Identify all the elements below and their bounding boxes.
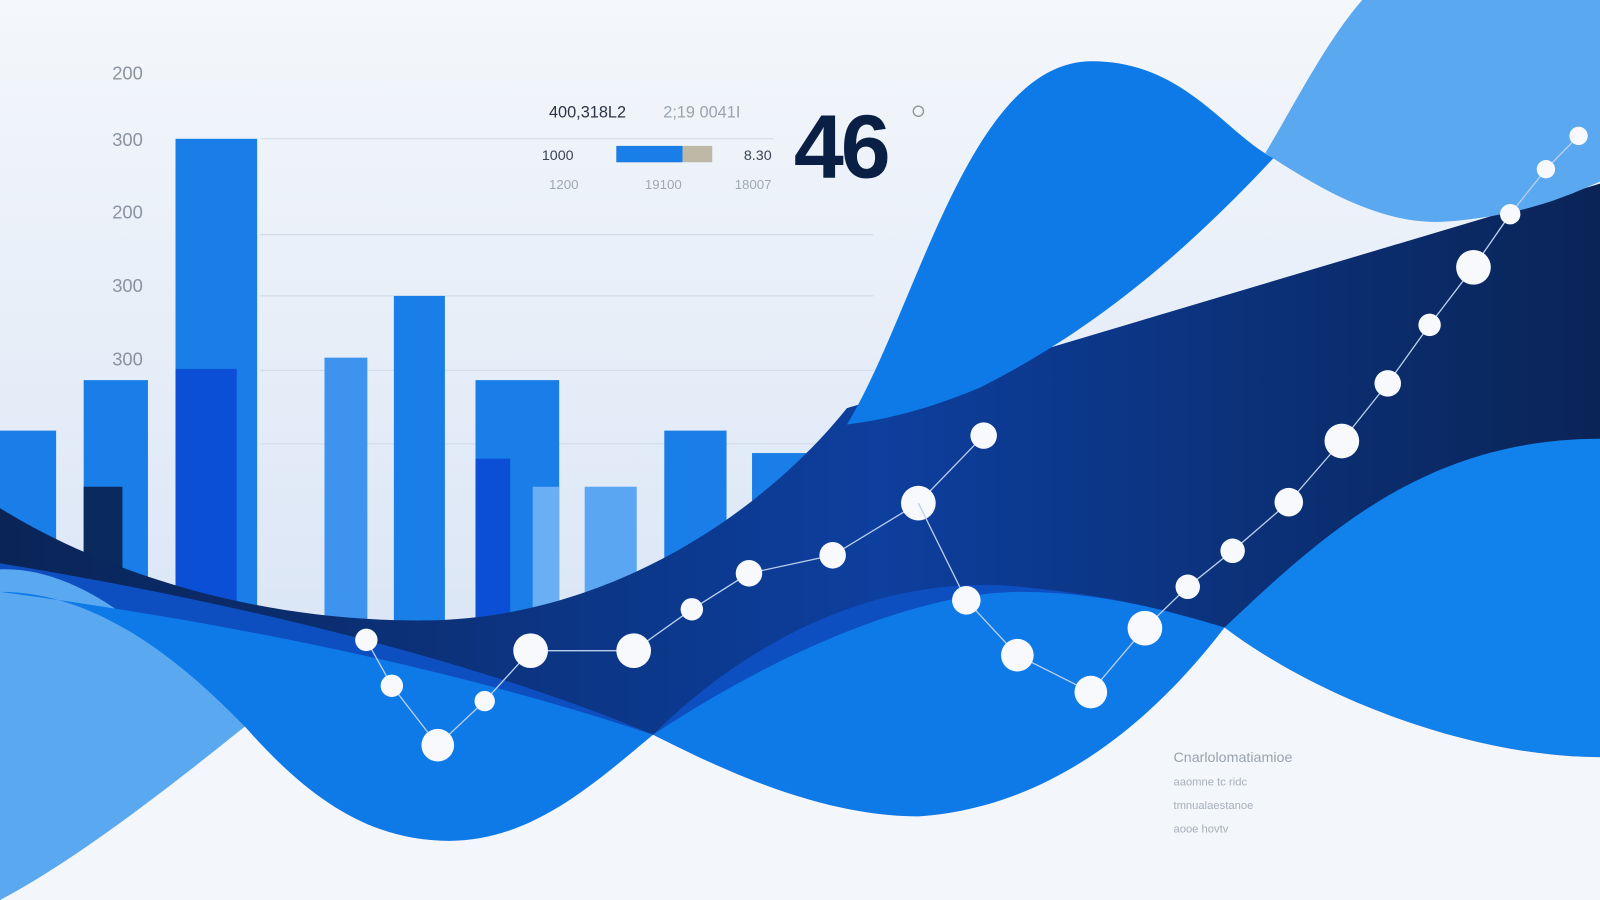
data-point [1324,423,1360,459]
data-point [680,598,704,621]
data-point [735,560,763,587]
data-point [819,542,846,569]
progress-fill [616,145,683,163]
data-point [1374,370,1402,397]
y-tick-label: 300 [112,348,143,369]
stat-bar-left: 1000 [542,148,574,164]
bar [393,295,445,633]
data-point [616,633,652,669]
wave-right [1224,438,1600,758]
data-point [355,628,378,652]
y-tick-label: 200 [112,201,143,222]
data-point [952,586,981,615]
bars [0,138,817,633]
line-series [355,126,1588,762]
bar-segment [475,458,511,633]
stat-sub-2: 19100 [645,177,682,192]
info-circle-icon[interactable] [912,105,925,117]
data-point [1001,638,1034,672]
bottom-surface [0,627,1600,900]
y-tick-label: 200 [112,63,143,84]
data-point [513,633,548,669]
note-title: Cnarlolomatiamioe [1173,750,1292,766]
wave-left-light [0,569,245,900]
stat-sub-1: 1200 [549,177,578,192]
data-point [1569,126,1588,146]
y-tick-label: 300 [112,275,143,296]
data-point [1074,675,1108,709]
wave-top-right-light [1265,0,1600,222]
y-tick-label: 300 [112,129,143,150]
data-point [380,674,404,698]
data-point [1456,249,1491,285]
big-number: 46 [794,98,888,198]
stat-top-right: 2;19 0041I [663,103,740,121]
data-point [1220,538,1245,564]
data-point [1175,574,1200,600]
stat-bar-right: 8.30 [744,148,772,164]
bar [324,357,368,633]
note-line-2: tmnualaestanoe [1173,800,1253,812]
data-point [1127,610,1163,646]
wave-bottom-blob [0,591,654,841]
data-point [474,690,495,712]
data-point [901,485,936,521]
stat-sub-3: 18007 [735,177,772,192]
data-point [1536,160,1556,179]
data-point [421,728,455,762]
wave-top-blob [846,61,1274,425]
data-point [1500,203,1521,225]
data-point [1418,313,1441,337]
note-line-1: aaomne tc ridc [1173,777,1247,789]
data-point [1274,487,1304,517]
note-line-3: aooe hovtv [1173,824,1228,836]
data-point [970,422,997,449]
wave-bottom-mid [653,591,1225,817]
stat-top-left: 400,318L2 [549,103,626,121]
